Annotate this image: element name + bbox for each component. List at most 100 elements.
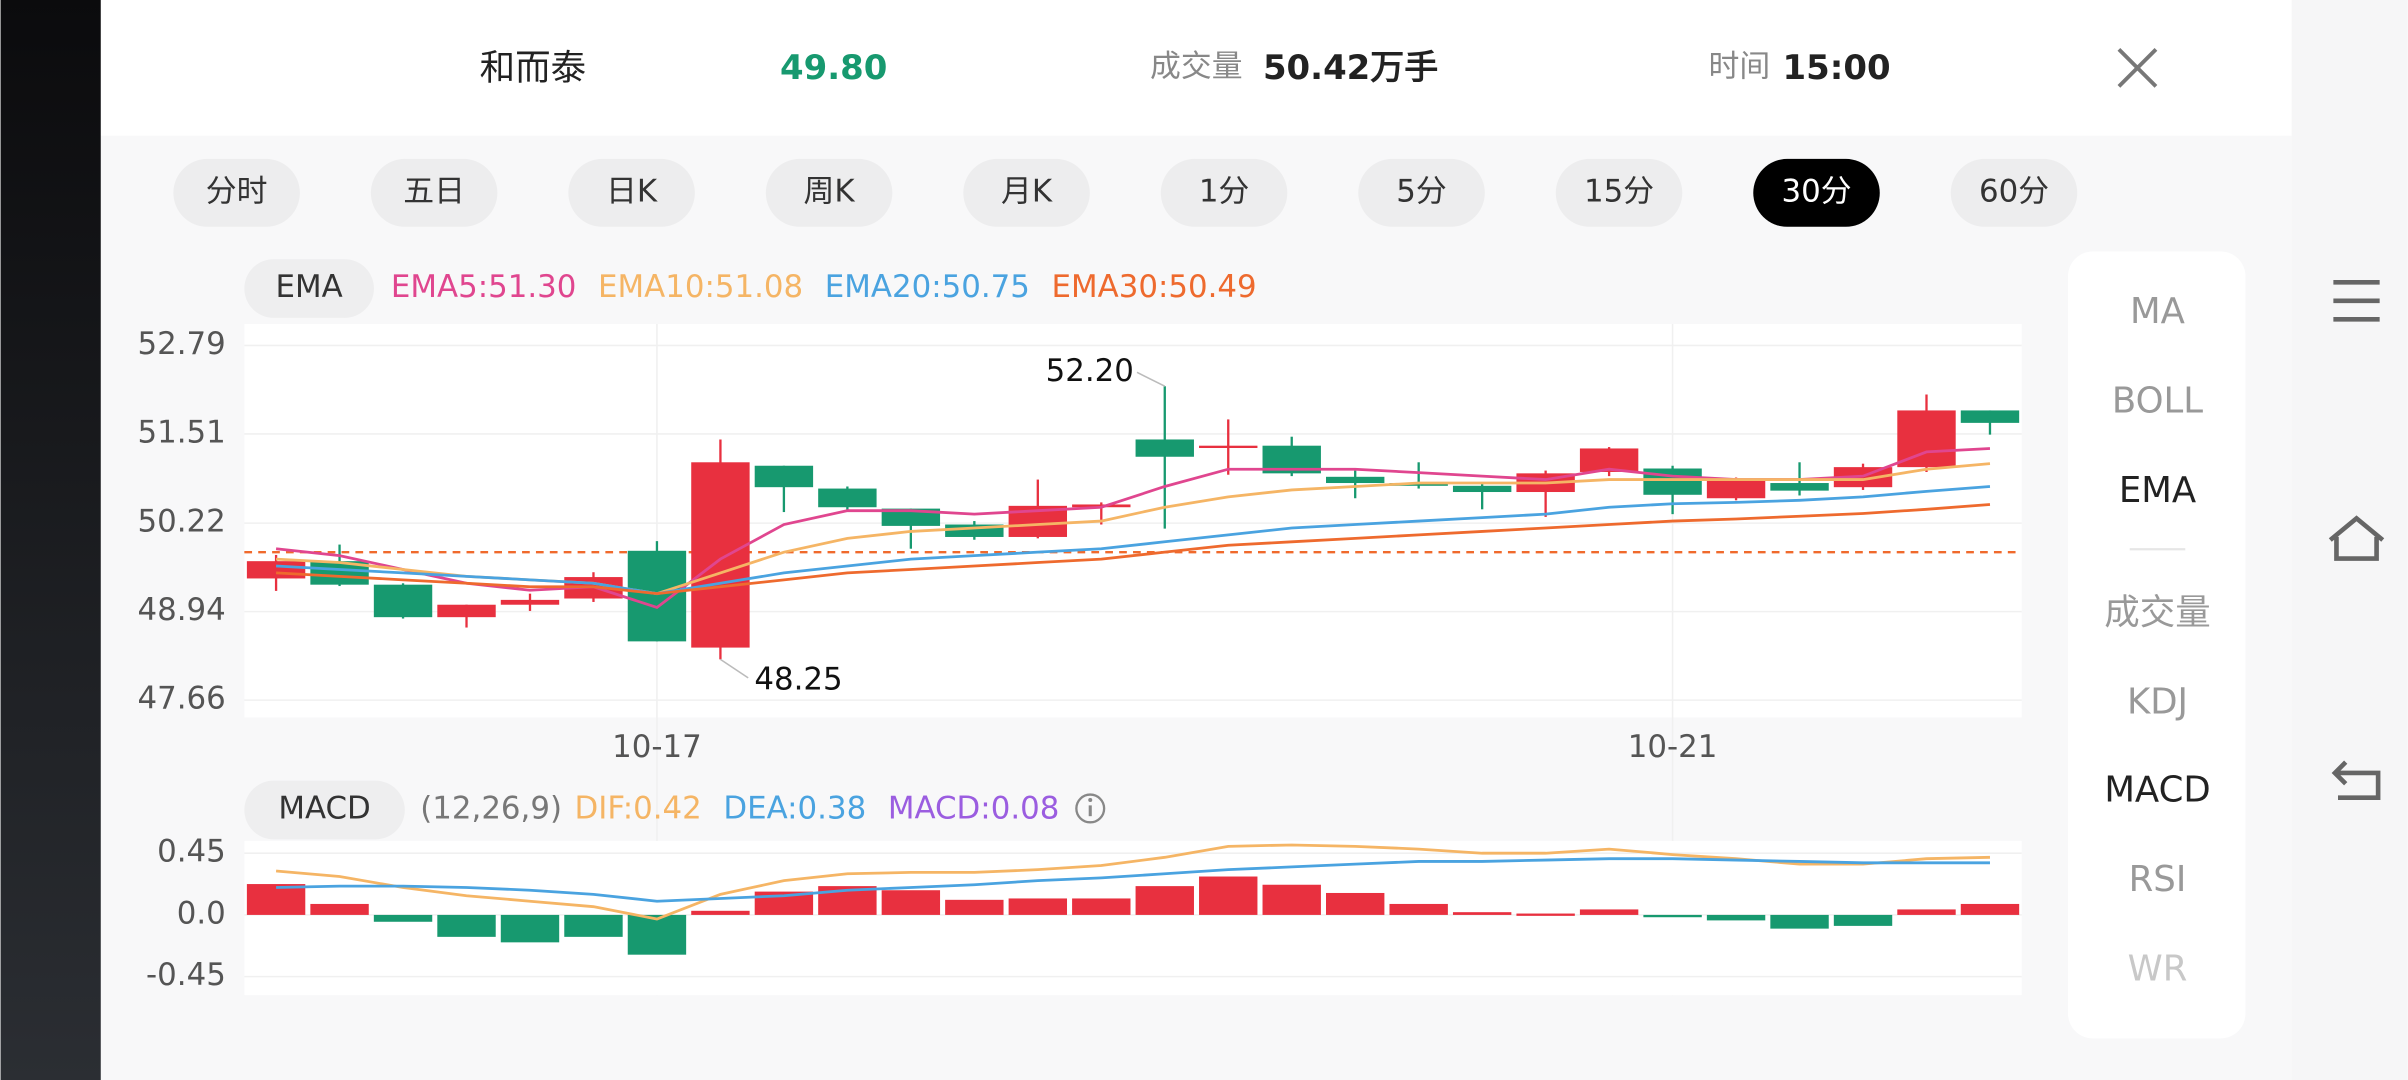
y-tick-label: 47.66 (138, 681, 226, 717)
candle-body (500, 599, 560, 605)
tab[interactable] (1358, 158, 1485, 227)
candle-body (1770, 483, 1829, 491)
candle-body (1326, 476, 1385, 484)
side-menu-item[interactable]: MA (2130, 291, 2185, 332)
tab[interactable] (1950, 158, 2078, 227)
macd-line (275, 843, 1991, 921)
volume: 50.42万手 (1263, 48, 1438, 88)
indicator-name: MACD (278, 790, 370, 826)
macd-bar (1072, 898, 1131, 915)
candle-body (1960, 410, 2020, 423)
side-menu-item[interactable]: KDJ (2127, 682, 2188, 723)
ema-line (276, 485, 1991, 596)
macd-bar (1643, 914, 1702, 918)
tab-label: 60分 (1979, 173, 2049, 209)
close-button[interactable] (2117, 48, 2158, 88)
tab[interactable] (1555, 158, 1683, 227)
side-menu-item[interactable]: MACD (2104, 769, 2210, 810)
tab[interactable] (765, 158, 893, 227)
legend-entry: MACD:0.08 (888, 790, 1060, 826)
candle-body (881, 508, 941, 526)
indicator-pill[interactable] (244, 780, 405, 840)
candle-body (310, 561, 369, 585)
y-tick-label: 0.0 (177, 895, 226, 931)
macd-bar (373, 914, 433, 922)
menu-icon[interactable] (2333, 280, 2380, 322)
macd-bar (691, 910, 750, 915)
tab-label: 1分 (1199, 173, 1249, 209)
macd-bar (564, 914, 623, 937)
tab-label: 五日 (403, 173, 465, 209)
tab-label: 5分 (1396, 173, 1446, 209)
y-tick-label: 52.79 (138, 326, 226, 362)
x-tick-label: 10-17 (612, 729, 702, 765)
macd-bar (1452, 912, 1512, 915)
macd-bar (1516, 913, 1575, 916)
annotation-leader (1136, 371, 1166, 387)
legend-entry: EMA20:50.75 (825, 269, 1030, 305)
side-menu-item[interactable]: RSI (2129, 859, 2187, 900)
time: 15:00 (1783, 48, 1891, 88)
candle-body (1643, 468, 1702, 495)
price: 49.80 (780, 48, 887, 88)
side-menu-item[interactable]: 成交量 (2104, 592, 2210, 633)
candle-body (691, 462, 750, 648)
candle-body (373, 584, 433, 618)
legend-entry: EMA5:51.30 (391, 269, 577, 305)
y-tick-label: 50.22 (138, 504, 226, 540)
candle-body (437, 604, 496, 618)
stock-name: 和而泰 (480, 47, 586, 88)
nav-bar (2291, 0, 2408, 1080)
side-menu-item[interactable]: EMA (2119, 470, 2196, 511)
macd-bar (246, 884, 306, 915)
x-tick-label: 10-21 (1628, 729, 1718, 765)
info-icon[interactable] (1075, 793, 1106, 824)
macd-bar (1833, 914, 1893, 926)
tab[interactable] (568, 158, 695, 227)
candle-body (1579, 448, 1639, 472)
macd-bar (1770, 914, 1829, 929)
home-icon[interactable] (2328, 515, 2385, 561)
header-bar (100, 0, 2292, 136)
side-panel (2068, 251, 2246, 1039)
left-edge (0, 0, 101, 1080)
ema-line (275, 447, 1991, 610)
tab[interactable] (370, 158, 498, 227)
macd-bar (1262, 884, 1321, 915)
macd-bar (437, 914, 496, 937)
tab[interactable] (963, 158, 1090, 227)
macd-params: (12,26,9) (420, 790, 562, 826)
tab-label: 月K (1001, 173, 1053, 209)
legend-entry: DIF:0.42 (575, 790, 702, 826)
side-menu-item[interactable]: BOLL (2112, 381, 2203, 422)
tab-label: 30分 (1781, 173, 1851, 209)
side-menu-item[interactable]: WR (2128, 948, 2188, 989)
tab-label: 日K (606, 173, 658, 209)
tab[interactable] (1753, 158, 1880, 227)
macd-bar (1579, 909, 1639, 915)
candle-body (1706, 480, 1766, 499)
legend-entry: EMA30:50.49 (1052, 269, 1257, 305)
volume-label: 成交量 (1150, 48, 1243, 84)
time-label: 时间 (1709, 48, 1771, 84)
candle-body (627, 550, 687, 642)
tab-label: 15分 (1584, 173, 1654, 209)
macd-bar (1389, 903, 1448, 915)
tab-label: 分时 (206, 173, 268, 209)
legend-entry: EMA10:51.08 (598, 269, 803, 305)
indicator-pill[interactable] (244, 259, 374, 318)
macd-bar (1960, 903, 2020, 915)
candle-body (1199, 445, 1258, 449)
ema-line (276, 503, 1991, 596)
macd-bar (945, 899, 1004, 915)
tab[interactable] (173, 158, 300, 227)
candle-body (1897, 410, 1956, 468)
back-icon[interactable] (2331, 760, 2381, 800)
candle-body (818, 488, 877, 508)
macd-bar (500, 914, 560, 943)
macd-bar (881, 890, 941, 915)
tab[interactable] (1160, 158, 1288, 227)
max-annotation: 52.20 (1046, 353, 1134, 389)
y-tick-label: 48.94 (138, 592, 226, 628)
